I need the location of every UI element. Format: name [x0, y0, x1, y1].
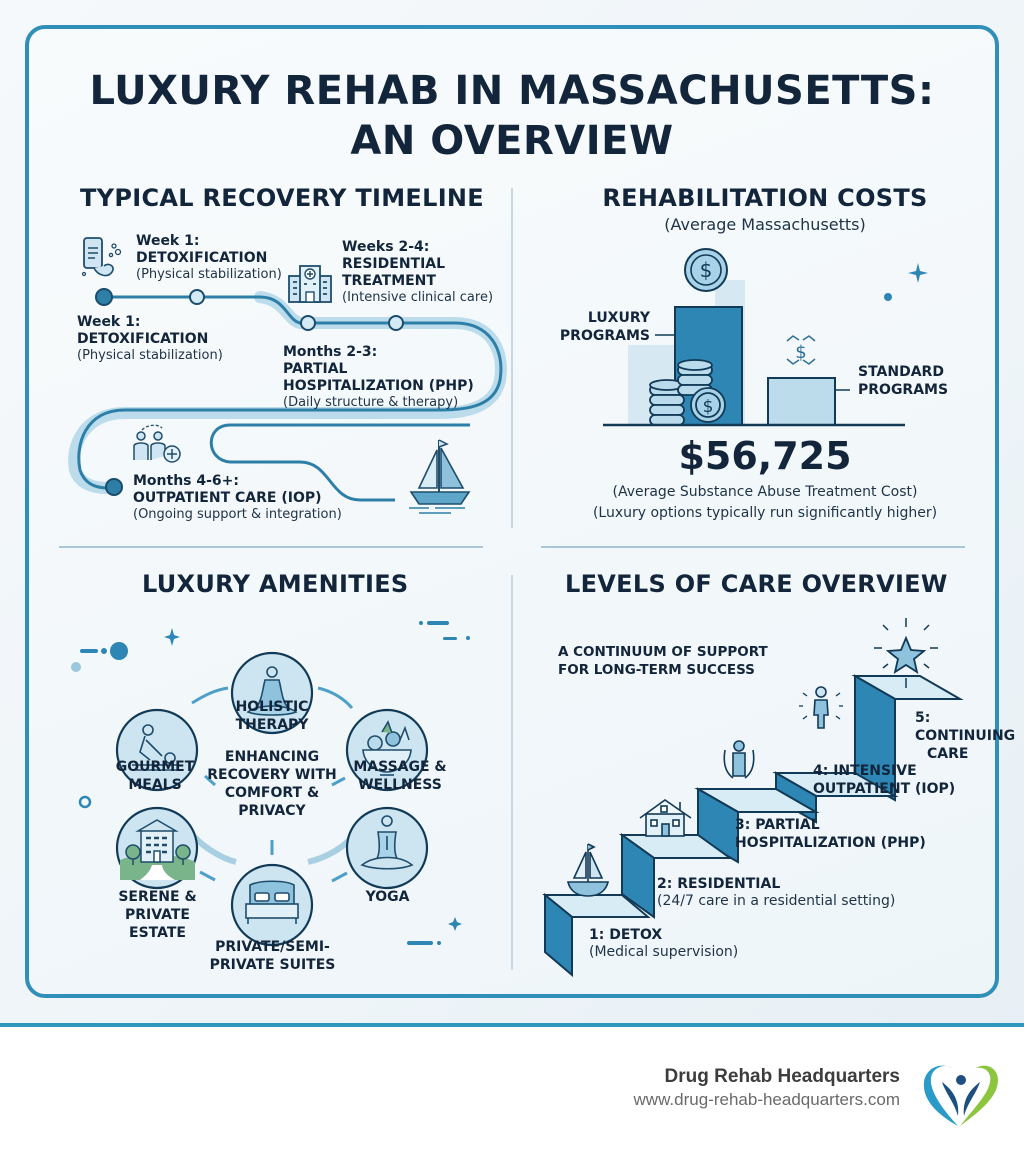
sparkle-icon — [908, 263, 928, 283]
svg-text:$: $ — [700, 258, 713, 282]
amenity-private-suites: PRIVATE/SEMI- PRIVATE SUITES — [209, 939, 336, 973]
footer-divider — [0, 1023, 1024, 1027]
timeline-stage-4: Months 2-3: PARTIAL HOSPITALIZATION (PHP… — [283, 344, 474, 410]
brand-url[interactable]: www.drug-rehab-headquarters.com — [633, 1090, 900, 1109]
timeline-node-5 — [105, 478, 123, 496]
page-title: LUXURY REHAB IN MASSACHUSETTS: AN OVERVI… — [0, 66, 1024, 166]
timeline-stage-1: Week 1: DETOXIFICATION (Physical stabili… — [136, 233, 282, 282]
cost-note-1: (Average Substance Abuse Treatment Cost) — [612, 484, 918, 500]
amenities-ring — [71, 621, 470, 947]
support-people-icon — [133, 424, 181, 463]
vertical-divider-bottom — [511, 575, 513, 970]
iv-bag-icon — [81, 237, 122, 277]
star-icon — [874, 618, 938, 688]
person-icon — [799, 686, 843, 729]
horizontal-divider-right — [541, 546, 965, 548]
amenities-heading: LUXURY AMENITIES — [142, 570, 409, 598]
timeline-heading: TYPICAL RECOVERY TIMELINE — [80, 184, 485, 212]
svg-text:$: $ — [795, 342, 806, 363]
amenity-serene-estate: SERENE & PRIVATE ESTATE — [118, 889, 197, 941]
massage-icon — [132, 724, 182, 771]
horizontal-divider-left — [59, 546, 483, 548]
amenity-massage-wellness: MASSAGE & WELLNESS — [353, 759, 447, 793]
timeline-stage-2: Week 1: DETOXIFICATION (Physical stabili… — [77, 314, 223, 363]
costs-heading: REHABILITATION COSTS — [602, 184, 928, 212]
costs-subheading: (Average Massachusetts) — [664, 215, 866, 234]
amenity-yoga: YOGA — [365, 889, 410, 905]
timeline-node-4 — [388, 315, 404, 331]
timeline-node-2 — [189, 289, 205, 305]
vertical-divider-top — [511, 188, 513, 528]
supported-person-icon — [723, 740, 755, 779]
staircase-graphic — [542, 618, 964, 978]
brand-name: Drug Rehab Headquarters — [664, 1066, 900, 1087]
level-1: 1: DETOX (Medical supervision) — [589, 927, 739, 960]
decorative-dot — [884, 293, 892, 301]
food-bowl-icon — [362, 720, 412, 776]
standard-bar — [767, 377, 836, 426]
estate-icon — [120, 819, 195, 880]
amenities-center-text: ENHANCING RECOVERY WITH COMFORT & PRIVAC… — [207, 749, 337, 819]
house-icon — [639, 799, 692, 837]
footer — [0, 1027, 1024, 1154]
timeline-path — [68, 288, 507, 502]
average-cost-value: $56,725 — [678, 434, 852, 478]
level-4-title: 4: INTENSIVE OUTPATIENT (IOP) — [813, 763, 956, 797]
standard-programs-label: STANDARD PROGRAMS — [858, 364, 949, 398]
timeline-stage-5: Months 4-6+: OUTPATIENT CARE (IOP) (Ongo… — [133, 473, 342, 522]
level-3-title: 3: PARTIAL HOSPITALIZATION (PHP) — [735, 817, 926, 851]
hospital-icon — [288, 265, 332, 303]
svg-text:$: $ — [703, 397, 714, 417]
timeline-node-1 — [95, 288, 113, 306]
luxury-programs-label: LUXURY PROGRAMS — [559, 310, 650, 344]
timeline-stage-3: Weeks 2-4: RESIDENTIAL TREATMENT (Intens… — [342, 239, 494, 305]
cost-bar-chart: $ $ $ — [603, 248, 928, 427]
cost-note-2: (Luxury options typically run significan… — [592, 505, 938, 521]
title-line-1: LUXURY REHAB IN MASSACHUSETTS: — [89, 68, 935, 114]
timeline-node-3 — [300, 315, 316, 331]
levels-tagline: A CONTINUUM OF SUPPORT FOR LONG-TERM SUC… — [558, 644, 768, 678]
amenity-holistic-therapy: HOLISTIC THERAPY — [235, 699, 309, 733]
bed-icon — [245, 880, 299, 924]
amenity-gourmet-meals: GOURMET MEALS — [115, 759, 195, 793]
title-line-2: AN OVERVIEW — [350, 118, 674, 164]
sailboat-icon — [409, 439, 471, 514]
boat-icon — [566, 843, 610, 897]
meditation-icon — [246, 666, 298, 716]
level-2: 2: RESIDENTIAL (24/7 care in a residenti… — [657, 876, 896, 909]
coin-stack-icon — [649, 359, 726, 426]
heart-logo-icon — [923, 1065, 998, 1126]
level-5-title: 5: CONTINUING CARE — [915, 710, 1016, 762]
levels-heading: LEVELS OF CARE OVERVIEW — [565, 570, 948, 598]
yoga-icon — [360, 815, 414, 870]
